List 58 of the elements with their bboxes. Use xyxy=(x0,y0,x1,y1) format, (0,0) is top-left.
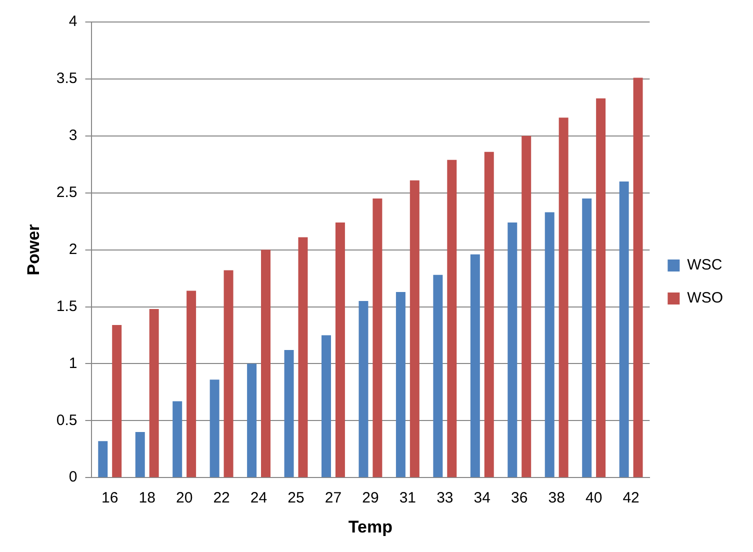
y-tick-label: 4 xyxy=(68,13,78,30)
bar xyxy=(596,98,606,478)
bar xyxy=(470,254,480,478)
bar xyxy=(410,180,420,478)
bar xyxy=(484,152,494,478)
x-tick-label: 36 xyxy=(511,490,528,507)
bar xyxy=(298,237,308,478)
x-tick-label: 40 xyxy=(585,490,602,507)
x-tick-label: 16 xyxy=(102,490,118,507)
bar xyxy=(210,380,220,478)
x-tick-label: 38 xyxy=(548,490,565,507)
bar xyxy=(582,198,592,478)
bar xyxy=(186,290,196,478)
y-tick-label: 3.5 xyxy=(56,70,78,88)
bar xyxy=(447,160,457,478)
legend-label: WSO xyxy=(687,290,724,307)
bar xyxy=(358,301,368,478)
bar xyxy=(508,222,518,478)
y-tick-label: 0.5 xyxy=(56,412,78,429)
bar xyxy=(558,118,568,478)
x-tick-label: 27 xyxy=(324,490,342,507)
x-tick-label: 22 xyxy=(213,490,230,507)
bar xyxy=(172,401,182,478)
y-tick-label: 2 xyxy=(68,240,78,258)
x-tick-label: 20 xyxy=(176,490,193,507)
bar xyxy=(372,198,382,478)
y-tick-label: 0 xyxy=(68,468,78,486)
legend-label: WSC xyxy=(687,256,722,274)
x-tick-label: 18 xyxy=(138,490,156,507)
x-tick-label: 25 xyxy=(288,490,304,507)
bar xyxy=(149,309,159,478)
bar xyxy=(619,181,629,478)
bar xyxy=(433,274,443,478)
bar xyxy=(135,432,145,478)
bar xyxy=(224,270,234,478)
x-tick-label: 42 xyxy=(622,490,640,507)
bar xyxy=(261,250,271,478)
y-tick-label: 3 xyxy=(68,127,78,144)
bar xyxy=(335,222,345,478)
y-axis-title: Power xyxy=(24,224,43,276)
bar xyxy=(522,136,532,478)
bar xyxy=(284,350,294,478)
bar xyxy=(633,78,643,478)
x-tick-label: 29 xyxy=(362,490,379,507)
x-tick-label: 31 xyxy=(399,490,416,507)
y-tick-label: 2.5 xyxy=(56,184,78,201)
bar xyxy=(247,364,257,478)
x-tick-label: 34 xyxy=(474,490,490,507)
bar xyxy=(98,441,108,478)
bar xyxy=(396,292,406,478)
y-tick-label: 1.5 xyxy=(56,298,78,315)
x-axis-title: Temp xyxy=(348,517,392,536)
y-tick-label: 1 xyxy=(68,354,78,372)
x-tick-label: 33 xyxy=(436,490,454,507)
bar xyxy=(112,324,122,478)
bar xyxy=(544,212,554,478)
bar xyxy=(322,335,331,478)
x-tick-label: 24 xyxy=(250,490,268,507)
